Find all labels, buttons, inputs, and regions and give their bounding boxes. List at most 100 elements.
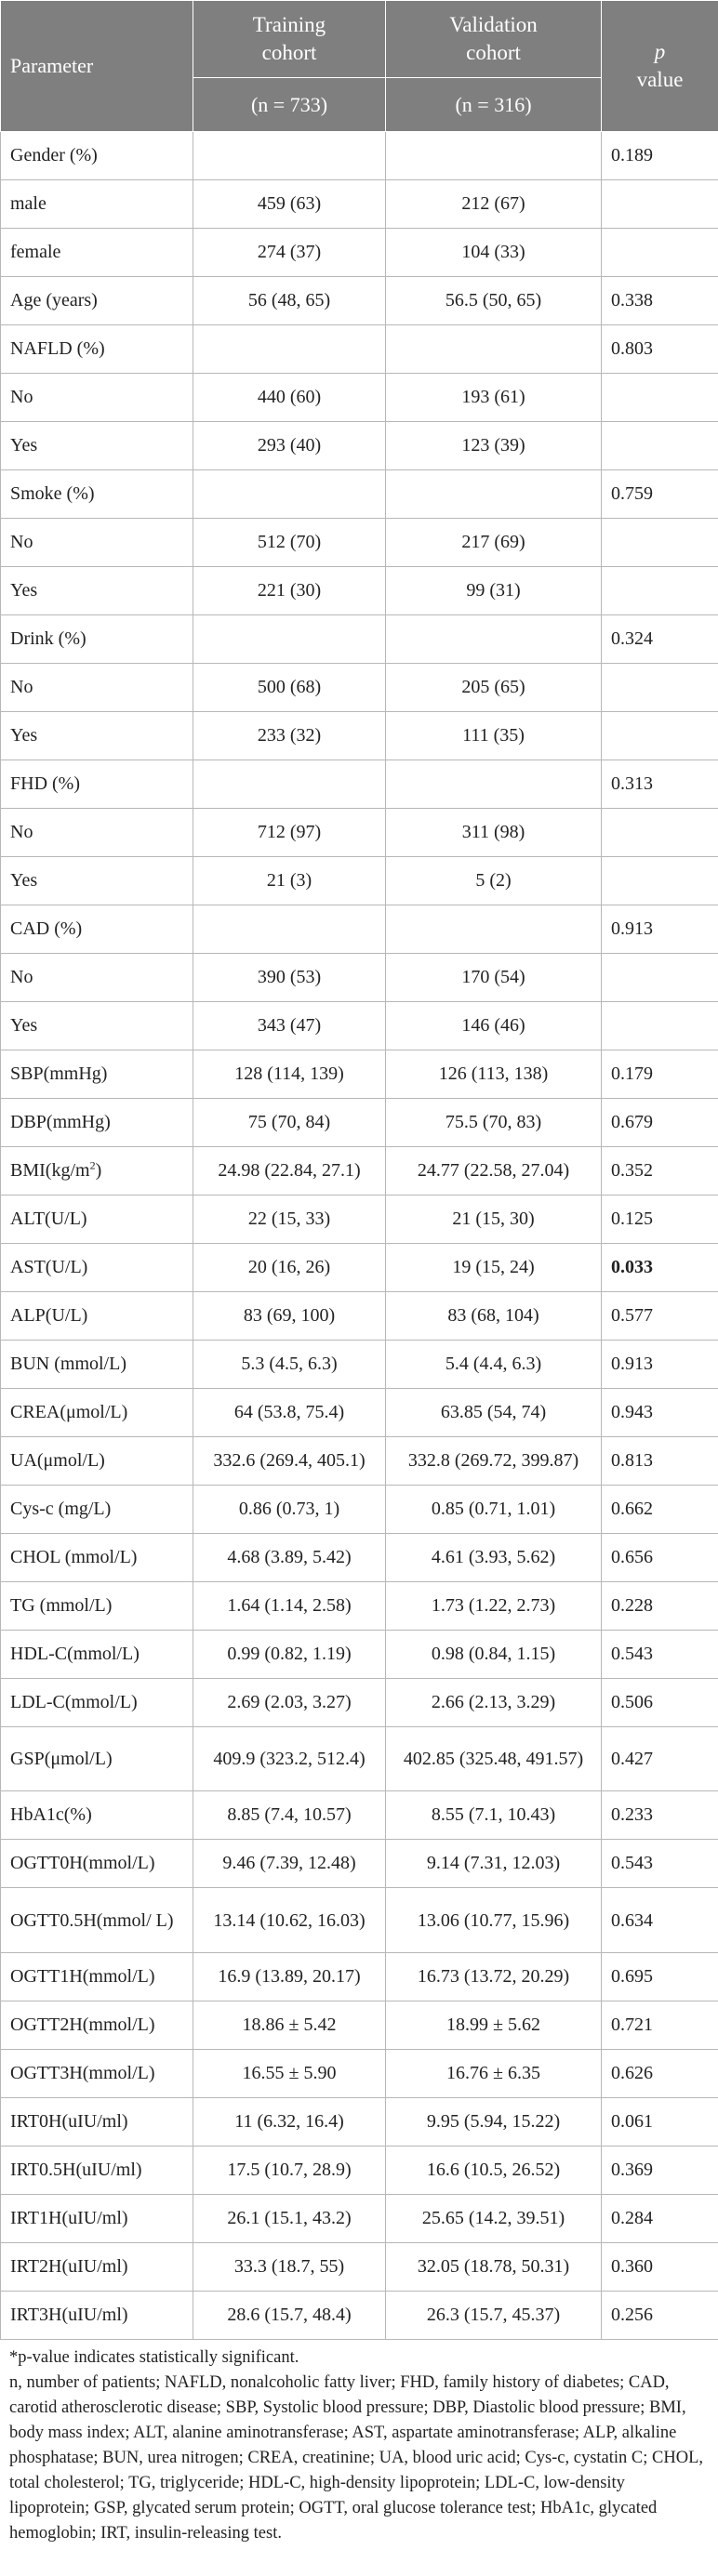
row-validation-value: 25.65 (14.2, 39.51): [385, 2194, 602, 2243]
row-validation-value: [385, 614, 602, 664]
table-row: LDL-C(mmol/L) 2.69 (2.03, 3.27) 2.66 (2.13…: [0, 1678, 718, 1727]
row-training-value: 28.6 (15.7, 48.4): [193, 2291, 386, 2340]
row-training-value: 712 (97): [193, 808, 386, 857]
row-validation-value: [385, 324, 602, 374]
row-validation-value: 99 (31): [385, 566, 602, 615]
row-p-value: [601, 518, 718, 567]
table-row: Yes 293 (40) 123 (39): [0, 421, 718, 470]
row-parameter: AST(U/L): [0, 1243, 193, 1292]
table-row: IRT0H(uIU/ml) 11 (6.32, 16.4) 9.95 (5.94, …: [0, 2097, 718, 2147]
table-row: DBP(mmHg) 75 (70, 84) 75.5 (70, 83) 0.679: [0, 1098, 718, 1147]
header-training-line1: Training: [252, 13, 326, 36]
row-parameter: BMI(kg/m2): [0, 1146, 193, 1196]
row-p-value: [601, 711, 718, 760]
table-row: TG (mmol/L) 1.64 (1.14, 2.58) 1.73 (1.22, …: [0, 1581, 718, 1631]
table-row: Age (years) 56 (48, 65) 56.5 (50, 65) 0.338: [0, 276, 718, 325]
row-p-value: 0.233: [601, 1790, 718, 1840]
row-training-value: [193, 131, 386, 180]
baseline-characteristics-table: Parameter Training cohort Validation coh…: [0, 0, 718, 2340]
table-row: Yes 343 (47) 146 (46): [0, 1001, 718, 1050]
row-p-value: 0.313: [601, 760, 718, 809]
row-validation-value: 18.99 ± 5.62: [385, 2001, 602, 2050]
row-training-value: 0.99 (0.82, 1.19): [193, 1630, 386, 1679]
row-parameter: ALP(U/L): [0, 1291, 193, 1341]
table-row: OGTT2H(mmol/L) 18.86 ± 5.42 18.99 ± 5.62 0.…: [0, 2001, 718, 2050]
row-validation-value: 205 (65): [385, 663, 602, 712]
row-training-value: 512 (70): [193, 518, 386, 567]
row-training-value: 221 (30): [193, 566, 386, 615]
row-validation-value: 13.06 (10.77, 15.96): [385, 1887, 602, 1953]
table-row: IRT0.5H(uIU/ml) 17.5 (10.7, 28.9) 16.6 (10…: [0, 2146, 718, 2195]
row-validation-value: 193 (61): [385, 373, 602, 422]
table-row: HbA1c(%) 8.85 (7.4, 10.57) 8.55 (7.1, 10.4…: [0, 1790, 718, 1840]
header-parameter: Parameter: [0, 0, 193, 132]
row-validation-value: 111 (35): [385, 711, 602, 760]
row-parameter: Age (years): [0, 276, 193, 325]
row-validation-value: 16.73 (13.72, 20.29): [385, 1952, 602, 2001]
row-training-value: 459 (63): [193, 179, 386, 229]
table-row: Yes 221 (30) 99 (31): [0, 566, 718, 615]
row-training-value: [193, 469, 386, 519]
table-row: OGTT0.5H(mmol/ L) 13.14 (10.62, 16.03) 13.…: [0, 1887, 718, 1953]
row-validation-value: 5 (2): [385, 856, 602, 905]
table-row: Yes 21 (3) 5 (2): [0, 856, 718, 905]
row-parameter: IRT3H(uIU/ml): [0, 2291, 193, 2340]
row-training-value: 274 (37): [193, 228, 386, 277]
header-p-italic: p: [654, 40, 666, 63]
header-validation-line1: Validation: [449, 13, 538, 36]
row-parameter: Smoke (%): [0, 469, 193, 519]
row-p-value: 0.125: [601, 1195, 718, 1244]
row-validation-value: 170 (54): [385, 953, 602, 1002]
row-training-value: 13.14 (10.62, 16.03): [193, 1887, 386, 1953]
table-row: GSP(μmol/L) 409.9 (323.2, 512.4) 402.85 (3…: [0, 1726, 718, 1791]
row-training-value: 390 (53): [193, 953, 386, 1002]
row-p-value: [601, 856, 718, 905]
header-training-cohort: Training cohort: [193, 0, 386, 78]
row-validation-value: 123 (39): [385, 421, 602, 470]
table-footnotes: *p-value indicates statistically signifi…: [0, 2340, 718, 2546]
table-row: OGTT1H(mmol/L) 16.9 (13.89, 20.17) 16.73 (…: [0, 1952, 718, 2001]
table-row: BMI(kg/m2) 24.98 (22.84, 27.1) 24.77 (22.5…: [0, 1146, 718, 1196]
row-training-value: [193, 324, 386, 374]
row-parameter: IRT1H(uIU/ml): [0, 2194, 193, 2243]
row-parameter: GSP(μmol/L): [0, 1726, 193, 1791]
table-row: female 274 (37) 104 (33): [0, 228, 718, 277]
table-row: Drink (%) 0.324: [0, 614, 718, 664]
table-row: No 500 (68) 205 (65): [0, 663, 718, 712]
row-validation-value: 21 (15, 30): [385, 1195, 602, 1244]
row-p-value: 0.913: [601, 905, 718, 954]
row-training-value: 24.98 (22.84, 27.1): [193, 1146, 386, 1196]
row-validation-value: 0.98 (0.84, 1.15): [385, 1630, 602, 1679]
table-row: male 459 (63) 212 (67): [0, 179, 718, 229]
table-row: No 712 (97) 311 (98): [0, 808, 718, 857]
table-row: IRT2H(uIU/ml) 33.3 (18.7, 55) 32.05 (18.78…: [0, 2242, 718, 2292]
row-validation-value: 24.77 (22.58, 27.04): [385, 1146, 602, 1196]
table-row: BUN (mmol/L) 5.3 (4.5, 6.3) 5.4 (4.4, 6.3)…: [0, 1340, 718, 1389]
row-parameter: OGTT0.5H(mmol/ L): [0, 1887, 193, 1953]
header-training-n: (n = 733): [193, 77, 386, 132]
row-validation-value: 0.85 (0.71, 1.01): [385, 1485, 602, 1534]
table-row: IRT3H(uIU/ml) 28.6 (15.7, 48.4) 26.3 (15.7…: [0, 2291, 718, 2340]
row-parameter: CHOL (mmol/L): [0, 1533, 193, 1582]
header-training-line2: cohort: [261, 41, 317, 64]
row-p-value: 0.803: [601, 324, 718, 374]
row-validation-value: 104 (33): [385, 228, 602, 277]
row-p-value: 0.179: [601, 1050, 718, 1099]
row-p-value: 0.369: [601, 2146, 718, 2195]
table-row: FHD (%) 0.313: [0, 760, 718, 809]
row-p-value: 0.626: [601, 2049, 718, 2098]
table-row: Cys-c (mg/L) 0.86 (0.73, 1) 0.85 (0.71, 1.…: [0, 1485, 718, 1534]
row-training-value: 4.68 (3.89, 5.42): [193, 1533, 386, 1582]
row-p-value: 0.360: [601, 2242, 718, 2292]
table-row: ALP(U/L) 83 (69, 100) 83 (68, 104) 0.577: [0, 1291, 718, 1341]
row-training-value: 0.86 (0.73, 1): [193, 1485, 386, 1534]
row-p-value: [601, 421, 718, 470]
table-row: IRT1H(uIU/ml) 26.1 (15.1, 43.2) 25.65 (14.…: [0, 2194, 718, 2243]
row-p-value: 0.228: [601, 1581, 718, 1631]
row-parameter: TG (mmol/L): [0, 1581, 193, 1631]
row-p-value: 0.759: [601, 469, 718, 519]
row-parameter: OGTT0H(mmol/L): [0, 1839, 193, 1888]
row-training-value: 83 (69, 100): [193, 1291, 386, 1341]
row-validation-value: 9.14 (7.31, 12.03): [385, 1839, 602, 1888]
